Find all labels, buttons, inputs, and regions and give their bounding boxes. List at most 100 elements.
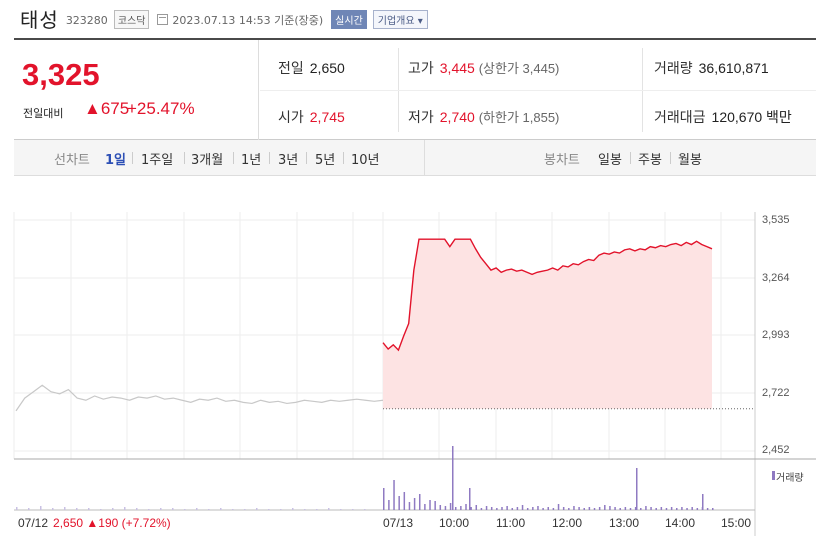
tab-1week[interactable]: 1주일 (141, 153, 174, 168)
x-tick: 15:00 (721, 516, 752, 530)
volume-bar (501, 507, 503, 510)
volume-bar (706, 508, 709, 510)
realtime-badge[interactable]: 실시간 (331, 10, 367, 29)
tab-1year[interactable]: 1년 (241, 153, 262, 168)
volume-bar (511, 508, 514, 510)
volume-bar (681, 507, 683, 510)
volume-bar (429, 500, 431, 510)
volume-bar (352, 509, 354, 510)
open-cell: 시가 2,745 (278, 107, 345, 127)
stock-name: 태성 (20, 7, 59, 32)
tab-daily-candle[interactable]: 일봉 (598, 153, 622, 168)
high-cell: 고가 3,445 (상한가 3,445) (408, 58, 559, 78)
volume-bar (184, 509, 186, 510)
x-tick: 12:00 (552, 516, 583, 530)
volume-bar (100, 509, 102, 510)
upper-limit: (상한가 3,445) (478, 61, 560, 76)
change-label: 전일대비 (23, 107, 64, 120)
volume-bar (40, 506, 42, 510)
volume-bar (629, 508, 632, 510)
y-tick: 2,452 (762, 444, 790, 456)
prev-close-label: 전일 (278, 60, 304, 76)
volume-bar (702, 494, 704, 510)
volume-bar (220, 508, 222, 510)
low-cell: 저가 2,740 (하한가 1,855) (408, 107, 559, 127)
volume-bar (112, 508, 114, 510)
tab-separator (670, 152, 671, 164)
volume-bar (490, 507, 493, 510)
change-value: ▲675 (84, 99, 130, 118)
volume-bar (256, 508, 258, 510)
volume-bar (696, 508, 699, 510)
amount-label: 거래대금 (654, 109, 706, 125)
volume-bar (413, 498, 416, 510)
tab-3year[interactable]: 3년 (278, 153, 299, 168)
price-chart[interactable]: 3,535 3,264 2,993 2,722 2,452 거래량 07/12 2… (0, 176, 830, 546)
x-tick: 14:00 (665, 516, 696, 530)
tab-10year[interactable]: 10년 (351, 153, 380, 168)
company-info-button[interactable]: 기업개요 ▾ (372, 10, 428, 29)
candle-chart-label: 봉차트 (544, 153, 580, 168)
volume-bar (460, 506, 462, 510)
volume-bar (172, 508, 174, 510)
y-tick: 2,993 (762, 329, 790, 341)
tab-monthly-candle[interactable]: 월봉 (678, 153, 702, 168)
tab-weekly-candle[interactable]: 주봉 (638, 153, 662, 168)
volume-bar (449, 503, 452, 510)
volume-bar (418, 494, 421, 510)
volume-bar (52, 508, 54, 510)
volume-bar (665, 508, 668, 510)
x-tick: 10:00 (439, 516, 470, 530)
volume-bar (552, 508, 555, 510)
prev-close-value: 2,650 (309, 60, 345, 76)
volume-bar (660, 507, 663, 510)
tab-1day[interactable]: 1일 (105, 153, 127, 168)
y-tick: 3,535 (762, 214, 790, 226)
low-value: 2,740 (439, 109, 475, 125)
low-label: 저가 (408, 109, 434, 125)
volume-bar (136, 508, 138, 510)
current-price: 3,325 (22, 57, 100, 92)
volume-bar (619, 508, 621, 510)
prev-close-cell: 전일 2,650 (278, 58, 345, 78)
volume-bar (624, 507, 627, 510)
volume-bar (383, 488, 385, 510)
volume-bar (614, 507, 616, 510)
open-value: 2,745 (309, 109, 345, 125)
volume-bar (578, 507, 580, 510)
tab-separator (184, 152, 185, 164)
volume-bar (645, 506, 647, 510)
volume-bar (604, 505, 606, 510)
line-chart-label: 선차트 (54, 153, 90, 168)
volume-bar (521, 505, 524, 510)
high-label: 고가 (408, 60, 434, 76)
change-rate: +25.47% (127, 99, 195, 118)
tab-separator (630, 152, 631, 164)
volume-bar (516, 507, 519, 510)
price-chart-svg (13, 212, 816, 536)
volume-bar (469, 488, 471, 510)
volume-bar (160, 508, 162, 510)
tab-separator (132, 152, 133, 164)
volume-bar (712, 508, 714, 510)
volume-bar (573, 506, 575, 510)
tab-3month[interactable]: 3개월 (191, 153, 224, 168)
volume-bar (292, 508, 294, 510)
stock-code: 323280 (65, 13, 108, 27)
volume-bar (650, 507, 652, 510)
volume-legend-marker (772, 471, 775, 480)
today-price-line (382, 238, 713, 352)
volume-bar (439, 505, 442, 510)
volume-bar (686, 508, 688, 510)
volume-bar (588, 507, 591, 510)
x-tick: 13:00 (609, 516, 640, 530)
tab-separator (269, 152, 270, 164)
amount-unit: 백만 (766, 109, 792, 125)
volume-bar (557, 504, 560, 510)
prev-day-date: 07/12 (18, 516, 49, 530)
volume-bar (16, 507, 18, 510)
tab-5year[interactable]: 5년 (315, 153, 336, 168)
volume-bar (232, 509, 234, 510)
prev-day-price: 2,650 ▲190 (+7.72%) (53, 516, 171, 530)
y-tick: 3,264 (762, 272, 790, 284)
